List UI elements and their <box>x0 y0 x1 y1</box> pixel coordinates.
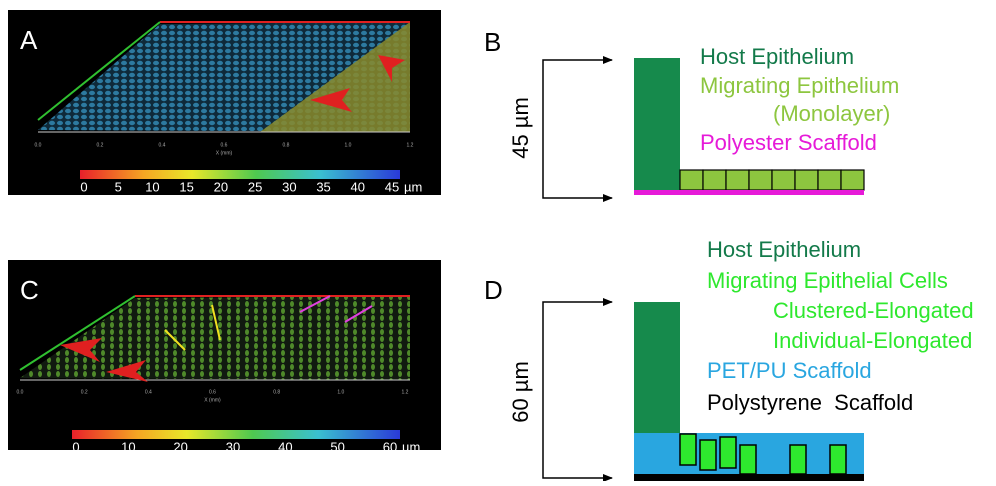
image-axis-tick: 1.0 <box>345 142 352 148</box>
colorbar-unit: µm <box>402 439 420 454</box>
image-axis-tick: 0.8 <box>283 142 290 148</box>
cell <box>794 169 819 191</box>
colorbar-tick-label: 60 <box>383 439 397 454</box>
colorbar-tick-label: 10 <box>121 439 135 454</box>
panel-d: D 60 µm Host Epithelium Migrating Epithe… <box>484 237 974 482</box>
image-axis-tick: 0.4 <box>159 142 166 148</box>
arrowhead <box>106 360 148 382</box>
arrow <box>299 295 331 313</box>
image-axis-title: X (mm) <box>204 397 221 403</box>
colorbar-tick-label: 0 <box>72 439 79 454</box>
cell <box>789 444 807 475</box>
cell <box>840 169 865 191</box>
cell <box>699 439 717 471</box>
legend-text: Host Epithelium <box>700 44 854 69</box>
cell <box>719 436 737 469</box>
colorbar-tick-label: 20 <box>173 439 187 454</box>
colorbar-tick-label: 45 <box>385 179 399 194</box>
legend-text: (Monolayer) <box>773 101 890 126</box>
microscopy-image <box>20 296 410 380</box>
image-axis-tick: 0.0 <box>35 142 42 148</box>
migrating-cells <box>679 433 847 475</box>
image-axis-tick: 0.4 <box>145 389 152 395</box>
panel-label: B <box>484 27 501 57</box>
dimension-label: 45 µm <box>508 97 533 159</box>
cell <box>829 444 847 475</box>
arrowhead <box>310 88 352 112</box>
colorbar-tick-label: 30 <box>282 179 296 194</box>
legend-text: Clustered-Elongated <box>773 298 974 323</box>
legend-text: Polystyrene Scaffold <box>707 390 913 415</box>
panel-b: B 45 µm Host Epithelium Migrating Epithe… <box>484 27 899 202</box>
colorbar-tick-label: 5 <box>115 179 122 194</box>
colorbar-tick-label: 10 <box>145 179 159 194</box>
cell <box>817 169 842 191</box>
arrowhead <box>378 55 405 82</box>
cell <box>748 169 773 191</box>
colorbar-tick-label: 40 <box>351 179 365 194</box>
legend-text: Host Epithelium <box>707 237 861 262</box>
cell <box>739 444 757 475</box>
image-axis-tick: 1.2 <box>402 389 409 395</box>
colorbar-tick-label: 35 <box>316 179 330 194</box>
bracket <box>542 59 612 199</box>
migrating-region <box>260 22 410 132</box>
image-axis-tick: 0.0 <box>17 389 24 395</box>
arrow <box>344 305 373 323</box>
cell <box>725 169 750 191</box>
legend-text: Migrating Epithelium <box>700 73 899 98</box>
axis-line <box>37 21 161 121</box>
panel-c: C 0.0 0.2 0.4 0.6 0.8 1.0 1.2 X (mm) 0 10 20 30 40 5… <box>8 260 441 454</box>
arrow <box>164 329 186 351</box>
image-axis-tick: 0.8 <box>273 389 280 395</box>
cell <box>702 169 727 191</box>
colorbar-tick-label: 25 <box>248 179 262 194</box>
arrow <box>211 304 221 341</box>
image-axis-tick: 1.0 <box>337 389 344 395</box>
legend-text: PET/PU Scaffold <box>707 358 872 383</box>
image-axis-title: X (mm) <box>216 150 233 156</box>
host-epithelium <box>634 58 680 190</box>
colorbar-tick-label: 20 <box>214 179 228 194</box>
image-axis-tick: 0.2 <box>81 389 88 395</box>
image-axis-tick: 0.6 <box>209 389 216 395</box>
colorbar <box>80 170 400 179</box>
panel-a: A 0.0 0.2 0.4 0.6 0.8 1.0 1.2 X (mm) 0 5 10 15 20 25… <box>8 10 441 195</box>
cell <box>771 169 796 191</box>
colorbar-unit: µm <box>404 179 422 194</box>
arrowhead <box>60 338 102 362</box>
cell <box>679 433 697 466</box>
colorbar-tick-label: 15 <box>179 179 193 194</box>
colorbar-tick-label: 40 <box>278 439 292 454</box>
colorbar-tick-label: 30 <box>226 439 240 454</box>
panel-label: A <box>20 25 38 55</box>
axis-line <box>19 295 136 371</box>
panel-label: C <box>20 275 39 305</box>
polystyrene-scaffold <box>634 474 864 481</box>
image-axis-tick: 0.6 <box>221 142 228 148</box>
legend-text: Migrating Epithelial Cells <box>707 268 948 293</box>
dimension-label: 60 µm <box>508 361 533 423</box>
image-axis-tick: 1.2 <box>407 142 414 148</box>
image-axis-tick: 0.2 <box>97 142 104 148</box>
colorbar-tick-label: 50 <box>330 439 344 454</box>
panel-label: D <box>484 275 503 305</box>
scaffold <box>634 190 864 195</box>
colorbar-tick-label: 0 <box>80 179 87 194</box>
bracket <box>542 301 612 479</box>
legend-text: Individual-Elongated <box>773 328 972 353</box>
legend-text: Polyester Scaffold <box>700 130 877 155</box>
cell <box>679 169 704 191</box>
colorbar <box>72 430 400 439</box>
host-epithelium <box>634 302 680 434</box>
